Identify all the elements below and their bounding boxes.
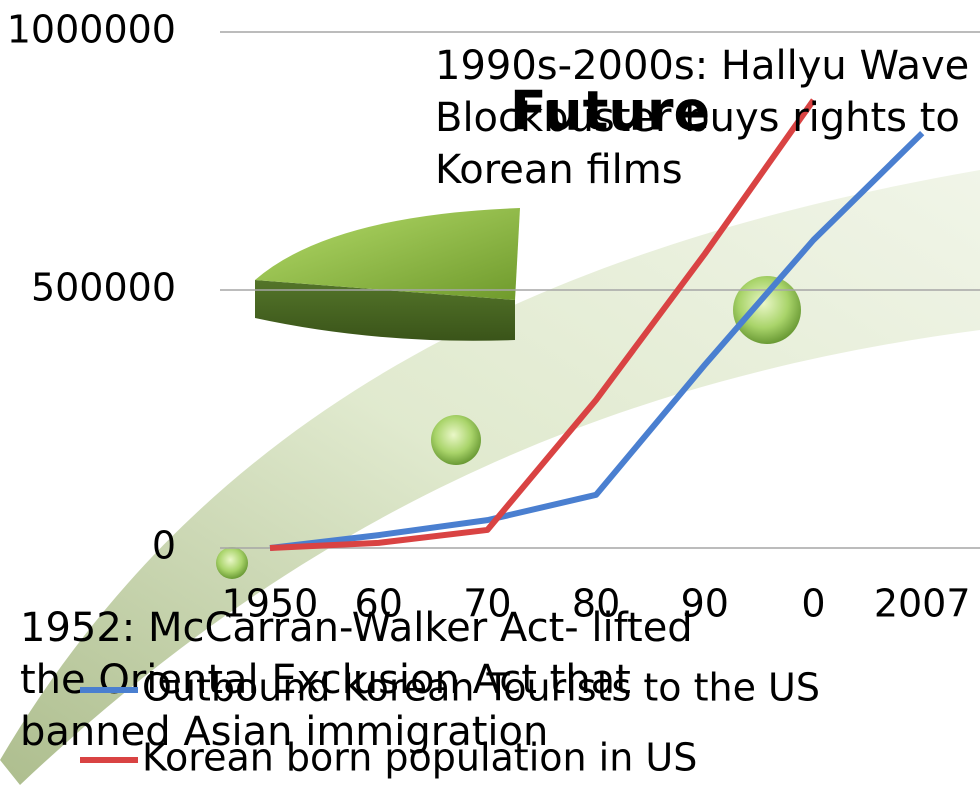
x-tick-label: 1950 <box>222 582 319 626</box>
annotations: 1990s-2000s: Hallyu Wave Blockbuster buys… <box>20 43 969 755</box>
x-tick-label: 70 <box>463 582 511 626</box>
annotation: Blockbuster buys rights to <box>435 95 960 141</box>
chart-title: Future <box>510 80 710 143</box>
pie-wedge <box>255 208 520 300</box>
annotation: 1952: McCarran-Walker Act- lifted <box>20 605 693 651</box>
annotation: the Oriental Exclusion Act that <box>20 657 631 703</box>
plot <box>269 98 925 551</box>
pie-side <box>255 280 515 341</box>
annotation: Korean films <box>435 147 683 193</box>
series-line <box>269 98 816 551</box>
annotation: 1990s-2000s: Hallyu Wave <box>435 43 969 89</box>
legend-label: Outbound Korean Tourists to the US <box>142 666 820 710</box>
drop <box>733 276 801 344</box>
x-tick-label: 0 <box>801 582 825 626</box>
annotation: banned Asian immigration <box>20 709 548 755</box>
swoosh <box>0 170 980 785</box>
x-tick-label: 60 <box>355 582 403 626</box>
x-tick-label: 2007 <box>874 582 971 626</box>
y-tick-label: 500000 <box>31 266 176 310</box>
y-tick-label: 1000000 <box>7 8 176 52</box>
drop <box>216 547 248 579</box>
legend: Outbound Korean Tourists to the US Korean… <box>80 666 820 780</box>
grid: 0 500000 1000000 1950 60 70 80 90 0 2007 <box>7 8 980 626</box>
drop <box>431 415 481 465</box>
series-line <box>269 130 925 551</box>
x-tick-label: 80 <box>572 582 620 626</box>
legend-label: Korean born population in US <box>142 736 697 780</box>
y-tick-label: 0 <box>152 524 176 568</box>
x-tick-label: 90 <box>681 582 729 626</box>
